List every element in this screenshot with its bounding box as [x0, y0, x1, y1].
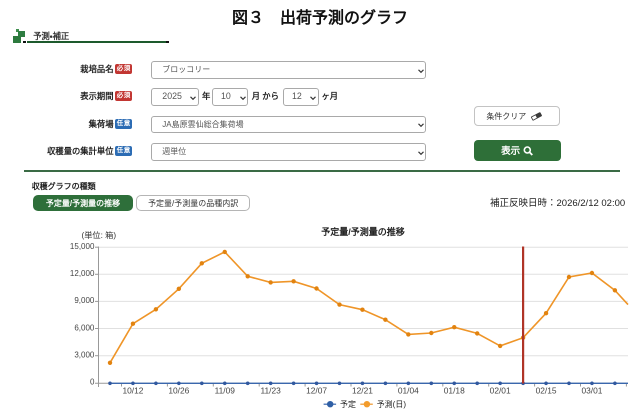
svg-text:12/07: 12/07	[306, 386, 327, 396]
svg-text:12/21: 12/21	[352, 386, 373, 396]
svg-text:01/18: 01/18	[444, 386, 465, 396]
svg-text:11/23: 11/23	[260, 386, 281, 396]
svg-text:01/04: 01/04	[398, 386, 419, 396]
svg-text:予定: 予定	[340, 400, 356, 409]
svg-text:0: 0	[90, 378, 95, 387]
svg-text:15,000: 15,000	[70, 242, 95, 251]
svg-text:10/26: 10/26	[168, 386, 189, 396]
svg-text:予定量/予測量の推移: 予定量/予測量の推移	[321, 226, 405, 237]
svg-text:12,000: 12,000	[70, 269, 95, 278]
svg-text:02/15: 02/15	[536, 386, 557, 396]
svg-text:(単位: 箱): (単位: 箱)	[82, 230, 117, 240]
svg-text:03/01: 03/01	[581, 386, 602, 396]
svg-text:9,000: 9,000	[74, 296, 95, 305]
svg-text:6,000: 6,000	[74, 323, 95, 332]
svg-text:3,000: 3,000	[74, 351, 95, 360]
svg-text:11/09: 11/09	[215, 386, 236, 396]
svg-text:10/12: 10/12	[122, 386, 143, 396]
svg-text:予測(日): 予測(日)	[377, 399, 407, 409]
svg-text:02/01: 02/01	[490, 386, 511, 396]
